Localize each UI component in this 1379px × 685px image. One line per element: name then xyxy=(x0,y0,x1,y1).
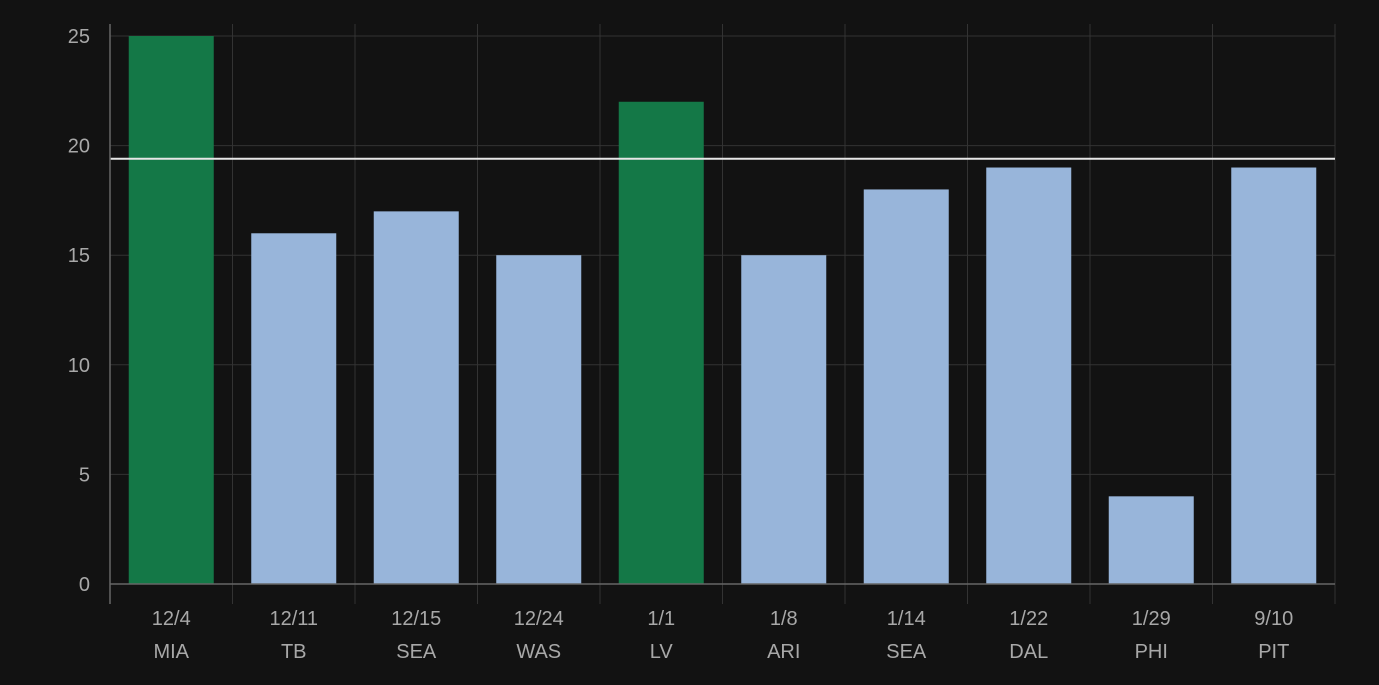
bar-was-3 xyxy=(496,255,582,584)
y-tick-label: 10 xyxy=(68,355,90,377)
bar-dal-7 xyxy=(986,167,1072,584)
bar-phi-8 xyxy=(1108,496,1194,584)
x-tick-date: 12/24 xyxy=(514,608,564,630)
bar-tb-1 xyxy=(251,233,337,584)
x-tick-team: PHI xyxy=(1135,641,1168,663)
x-tick-date: 1/1 xyxy=(647,608,675,630)
y-tick-label: 5 xyxy=(79,464,90,486)
y-tick-label: 15 xyxy=(68,245,90,267)
x-tick-team: TB xyxy=(281,641,307,663)
x-tick-team: ARI xyxy=(767,641,800,663)
x-tick-team: SEA xyxy=(886,641,927,663)
y-tick-label: 0 xyxy=(79,574,90,596)
bar-sea-2 xyxy=(373,211,459,585)
x-tick-team: LV xyxy=(650,641,674,663)
bar-ari-5 xyxy=(741,255,827,584)
x-tick-date: 12/4 xyxy=(152,608,191,630)
x-tick-team: MIA xyxy=(153,641,189,663)
y-tick-label: 25 xyxy=(68,26,90,48)
axes xyxy=(109,24,1335,604)
x-tick-date: 1/22 xyxy=(1009,608,1048,630)
x-tick-team: PIT xyxy=(1258,641,1289,663)
y-tick-label: 20 xyxy=(68,136,90,158)
x-tick-date: 9/10 xyxy=(1254,608,1293,630)
x-tick-date: 12/11 xyxy=(269,608,318,630)
bar-pit-9 xyxy=(1231,167,1317,584)
x-tick-labels: 12/4 MIA 12/11 TB 12/15 SEA 12/24 WAS 1/1 LV 1/8 AR… xyxy=(152,608,1293,663)
bars xyxy=(128,36,1317,585)
bar-sea-6 xyxy=(863,189,949,584)
x-tick-date: 1/29 xyxy=(1132,608,1171,630)
bar-mia-0 xyxy=(128,36,214,584)
x-tick-team: WAS xyxy=(516,641,561,663)
x-tick-date: 1/8 xyxy=(770,608,798,630)
y-tick-labels: 0 5 10 15 20 25 xyxy=(68,26,90,596)
x-tick-date: 12/15 xyxy=(391,608,441,630)
bar-lv-4 xyxy=(618,101,704,584)
x-tick-date: 1/14 xyxy=(887,608,926,630)
x-tick-team: DAL xyxy=(1009,641,1048,663)
x-tick-team: SEA xyxy=(396,641,437,663)
